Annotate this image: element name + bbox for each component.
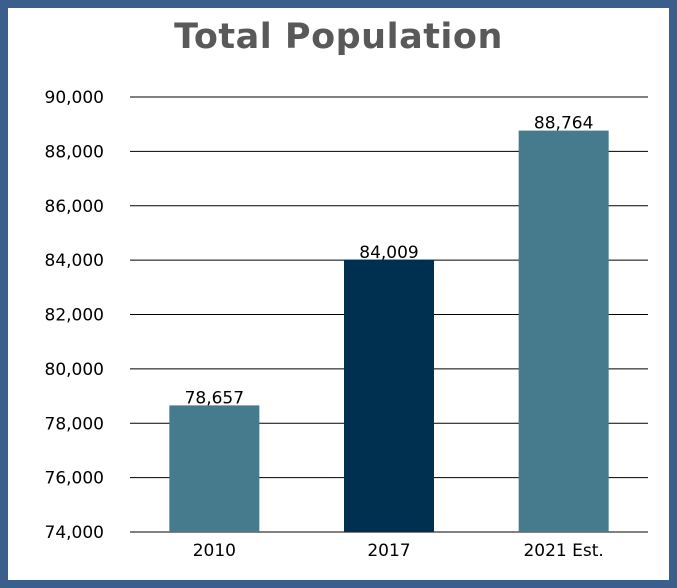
x-tick-label: 2010 [193, 541, 236, 561]
x-axis-ticks: 2010 2017 2021 Est. [193, 541, 604, 561]
y-tick-label: 78,000 [45, 414, 104, 434]
y-tick-label: 82,000 [45, 306, 104, 326]
data-label: 88,764 [534, 114, 593, 134]
data-label: 78,657 [185, 388, 244, 408]
x-tick-label: 2017 [367, 541, 410, 561]
y-tick-label: 80,000 [45, 360, 104, 380]
y-tick-label: 74,000 [45, 523, 104, 543]
data-labels: 78,657 84,009 88,764 [185, 114, 594, 409]
data-label: 84,009 [359, 243, 418, 263]
x-tick-label: 2021 Est. [523, 541, 603, 561]
bars [169, 130, 609, 532]
chart-title: Total Population [174, 17, 503, 57]
y-tick-label: 76,000 [45, 469, 104, 489]
bar [169, 405, 260, 532]
y-axis-ticks: 74,000 76,000 78,000 80,000 82,000 84,000 86,0… [45, 88, 104, 543]
y-tick-label: 88,000 [45, 142, 104, 162]
y-tick-label: 86,000 [45, 197, 104, 217]
bar [344, 259, 434, 532]
bar [518, 130, 609, 532]
y-tick-label: 90,000 [45, 88, 104, 108]
y-tick-label: 84,000 [45, 251, 104, 271]
